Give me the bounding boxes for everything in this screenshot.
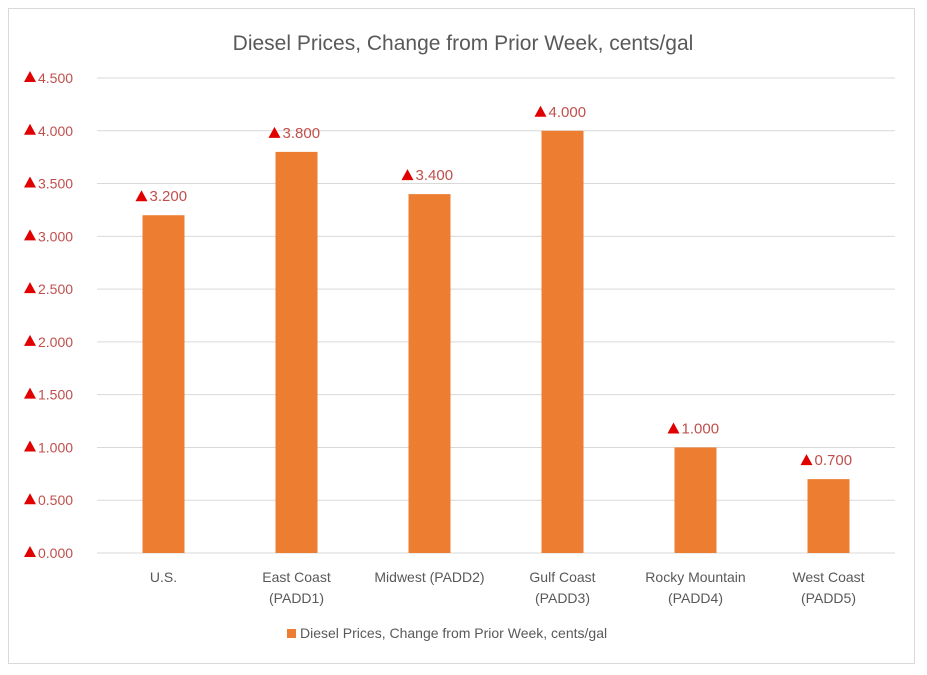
tick-marker-icon bbox=[24, 176, 36, 188]
data-label: 1.000 bbox=[682, 420, 720, 437]
y-tick-label: 3.000 bbox=[38, 228, 73, 244]
chart-frame bbox=[8, 8, 915, 664]
tick-marker-icon bbox=[24, 334, 36, 346]
tick-marker-icon bbox=[24, 282, 36, 294]
y-tick-label: 0.000 bbox=[38, 545, 73, 561]
y-tick-label: 2.500 bbox=[38, 281, 73, 297]
x-tick-label: Midwest (PADD2) bbox=[374, 569, 484, 585]
tick-marker-icon bbox=[24, 440, 36, 452]
y-tick-label: 0.500 bbox=[38, 492, 73, 508]
x-tick-label: (PADD5) bbox=[801, 590, 856, 606]
data-label: 4.000 bbox=[549, 104, 587, 121]
y-tick-label: 1.500 bbox=[38, 387, 73, 403]
tick-marker-icon bbox=[24, 123, 36, 135]
y-tick-label: 1.000 bbox=[38, 439, 73, 455]
bar bbox=[275, 151, 318, 553]
x-tick-label: (PADD1) bbox=[269, 590, 324, 606]
y-tick-label: 2.000 bbox=[38, 334, 73, 350]
bar bbox=[807, 479, 850, 553]
y-tick-label: 4.000 bbox=[38, 123, 73, 139]
x-tick-label: Gulf Coast bbox=[529, 569, 595, 585]
x-tick-label: Rocky Mountain bbox=[645, 569, 745, 585]
x-tick-label: West Coast bbox=[792, 569, 864, 585]
tick-marker-icon bbox=[24, 229, 36, 241]
legend-label: Diesel Prices, Change from Prior Week, c… bbox=[300, 625, 607, 641]
tick-marker-icon bbox=[24, 387, 36, 399]
bar bbox=[541, 130, 584, 553]
tick-marker-icon bbox=[24, 493, 36, 505]
bar bbox=[674, 447, 717, 553]
data-label-marker-icon bbox=[534, 105, 547, 117]
x-tick-label: (PADD3) bbox=[535, 590, 590, 606]
tick-marker-icon bbox=[24, 546, 36, 557]
data-label: 3.200 bbox=[150, 188, 188, 205]
y-tick-label: 4.500 bbox=[38, 70, 73, 86]
data-label: 3.800 bbox=[283, 125, 321, 142]
y-tick-label: 3.500 bbox=[38, 176, 73, 192]
data-label-marker-icon bbox=[135, 190, 148, 202]
data-label-marker-icon bbox=[667, 422, 680, 434]
bar bbox=[142, 215, 185, 553]
data-label-marker-icon bbox=[800, 454, 813, 466]
chart-title: Diesel Prices, Change from Prior Week, c… bbox=[233, 32, 694, 55]
data-label: 0.700 bbox=[815, 452, 853, 469]
data-label-marker-icon bbox=[401, 169, 414, 181]
bar bbox=[408, 194, 451, 553]
x-tick-label: East Coast bbox=[262, 569, 331, 585]
data-label-marker-icon bbox=[268, 126, 281, 138]
legend-swatch bbox=[287, 629, 296, 638]
data-label: 3.400 bbox=[416, 167, 454, 184]
x-tick-label: (PADD4) bbox=[668, 590, 723, 606]
tick-marker-icon bbox=[24, 71, 36, 82]
x-tick-label: U.S. bbox=[150, 569, 177, 585]
